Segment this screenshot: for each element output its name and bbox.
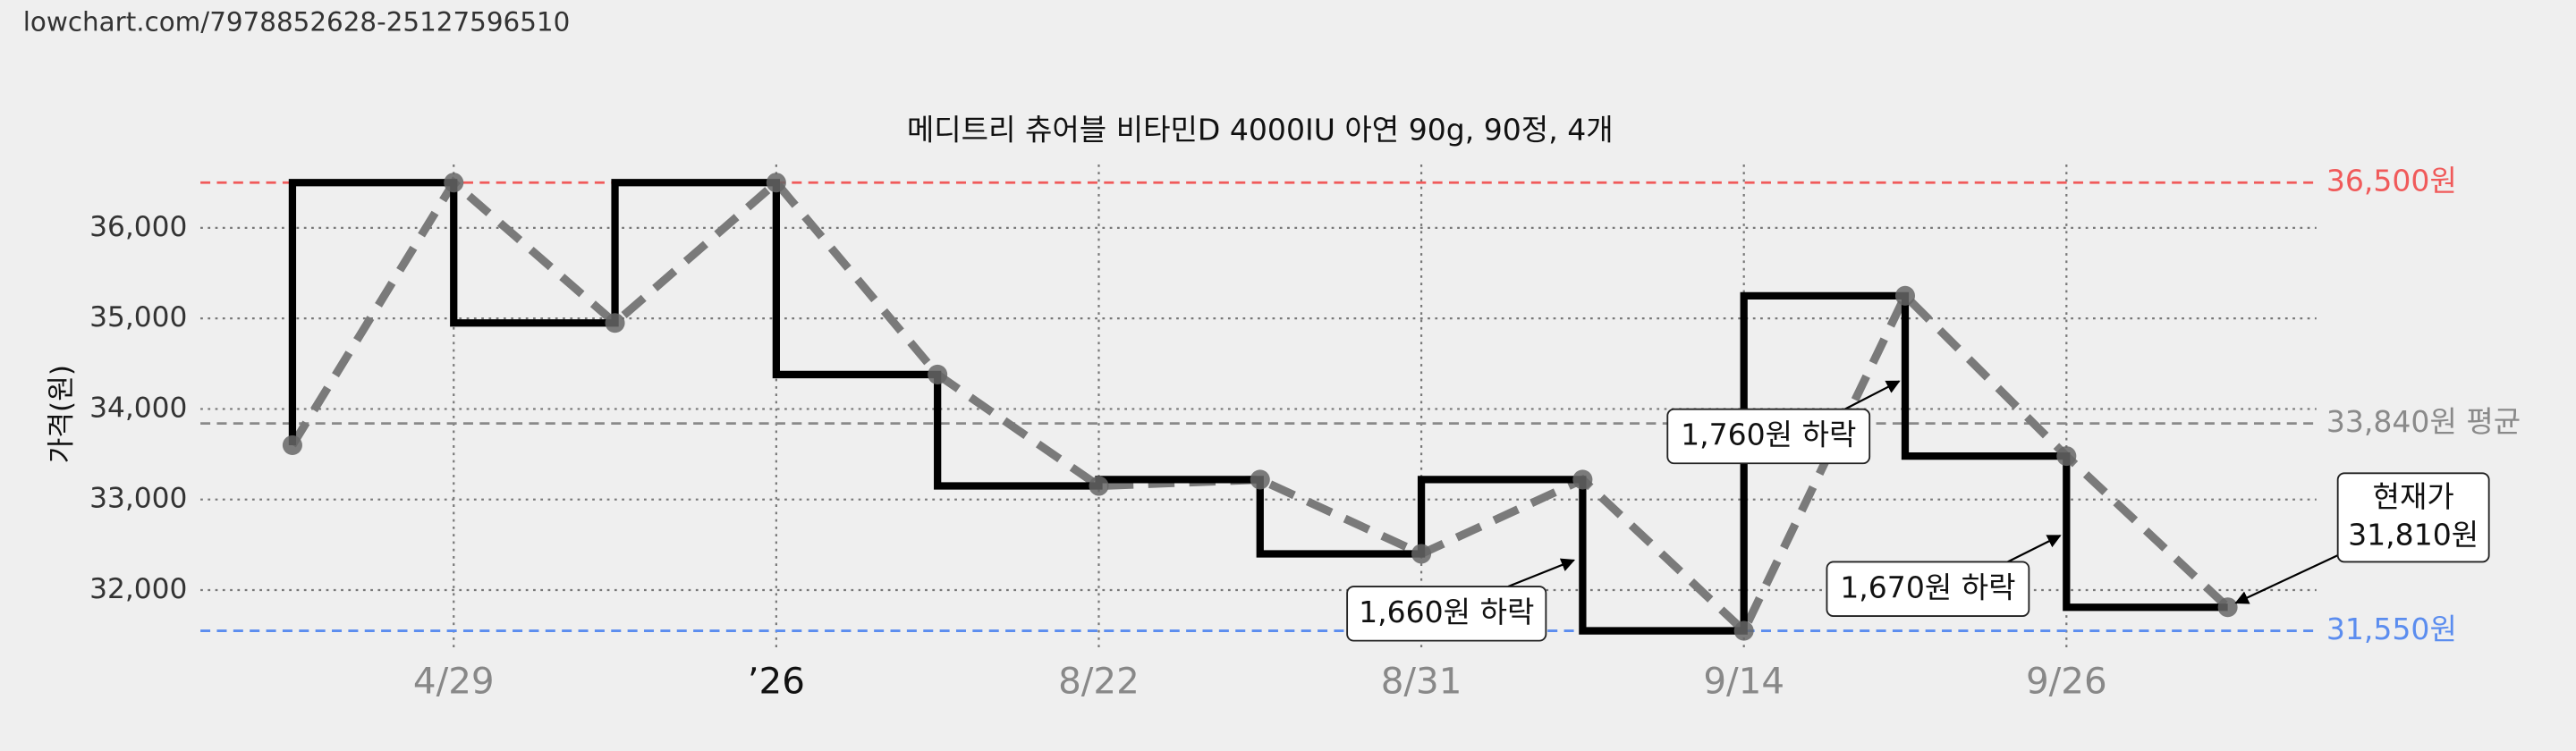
point	[928, 364, 948, 384]
point	[282, 435, 302, 455]
annotation-arrow	[1844, 380, 1901, 410]
url: lowchart.com/7978852628-25127596510	[23, 7, 571, 38]
annotation-text: 현재가	[2373, 479, 2454, 514]
y-tick-label: 33,000	[89, 483, 187, 515]
point	[1572, 469, 1593, 490]
annotation-box	[1826, 561, 2030, 617]
x-tick-label: 8/31	[1381, 659, 1462, 702]
annotation-box	[1666, 408, 1871, 465]
annotation-text: 1,660원 하락	[1359, 595, 1534, 629]
point	[2217, 597, 2238, 618]
point	[2056, 446, 2077, 467]
point	[1411, 544, 1432, 564]
annotation-text: 1,670원 하락	[1840, 570, 2015, 604]
point	[1894, 285, 1916, 306]
annotation-arrow	[2234, 554, 2339, 604]
x-tick-label: 4/29	[413, 659, 495, 702]
y-tick-label: 34,000	[89, 392, 187, 424]
reference-label: 33,840원 평균	[2326, 404, 2521, 439]
point	[444, 173, 464, 193]
point	[1733, 620, 1754, 641]
point	[605, 313, 625, 333]
x-tick-label: 8/22	[1058, 659, 1140, 702]
x-tick-label: ’26	[748, 659, 805, 702]
point	[1250, 469, 1270, 490]
reference-label: 36,500원	[2326, 164, 2457, 198]
point	[1089, 476, 1109, 496]
reference-label: 31,550원	[2326, 612, 2457, 646]
annotation-text: 1,760원 하락	[1681, 417, 1856, 451]
annotation-text: 31,810원	[2348, 518, 2479, 553]
x-tick-label: 9/14	[1703, 659, 1784, 702]
point	[766, 173, 786, 193]
annotation-box	[2336, 472, 2490, 563]
y-axis-label: 가격(원)	[46, 365, 78, 464]
y-tick-label: 36,000	[89, 211, 187, 243]
annotation-box	[1346, 586, 1547, 642]
annotation-arrow	[1507, 558, 1576, 588]
y-tick-label: 32,000	[89, 573, 187, 605]
chart-title: 메디트리 츄어블 비타민D 4000IU 아연 90g, 90정, 4개	[907, 113, 1614, 148]
x-tick-label: 9/26	[2026, 659, 2107, 702]
annotation-arrow	[2006, 535, 2062, 563]
y-tick-label: 35,000	[89, 301, 187, 333]
